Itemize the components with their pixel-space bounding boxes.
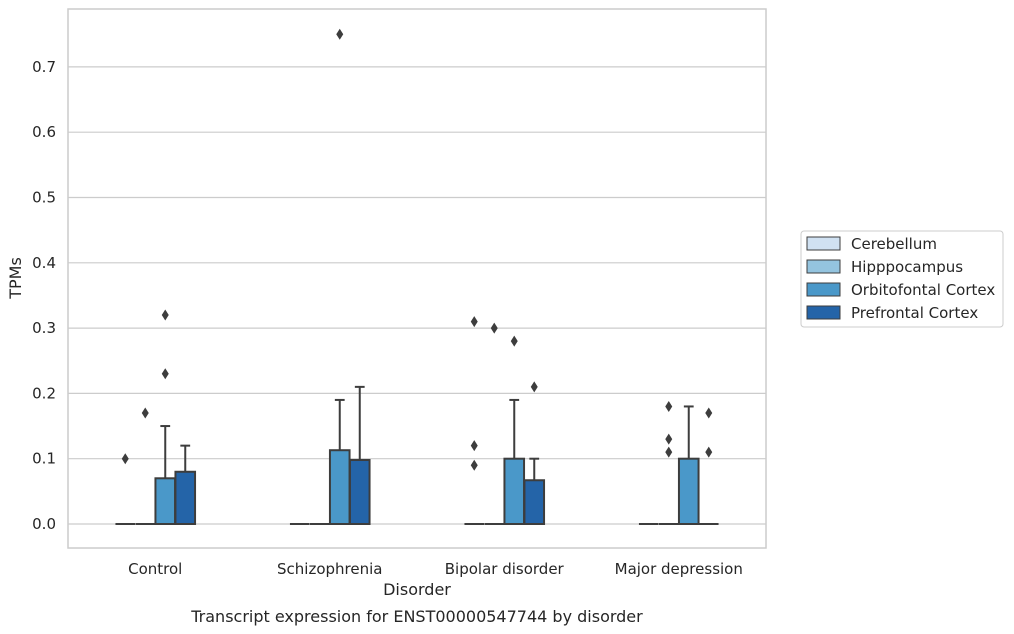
y-tick-label: 0.1 (32, 450, 56, 468)
outlier-point (470, 459, 478, 471)
box-prefrontal-cortex (523, 381, 546, 525)
legend: Cerebellum Hipppocampus Orbitofontal Corte… (800, 230, 1004, 328)
outlier-point (705, 446, 713, 458)
legend-swatch (806, 305, 841, 320)
legend-swatch (806, 259, 841, 274)
box-orbitofontal-cortex (503, 335, 526, 526)
box-orbitofontal-cortex (328, 28, 351, 525)
legend-item: Orbitofontal Cortex (806, 281, 995, 299)
box-prefrontal-cortex (174, 444, 197, 526)
outlier-point (470, 316, 478, 328)
outlier-point (470, 440, 478, 452)
outlier-point (141, 407, 149, 419)
legend-frame (800, 230, 1004, 328)
box-hipppocampus (135, 407, 156, 525)
legend-item: Hipppocampus (806, 258, 963, 276)
box (328, 449, 351, 525)
plot-frame (67, 8, 767, 549)
y-tick-label: 0.7 (32, 58, 56, 76)
y-tick-label: 0.3 (32, 319, 56, 337)
y-tick-label: 0.6 (32, 123, 56, 141)
y-axis-title: TPMs (6, 257, 25, 300)
outlier-point (705, 407, 713, 419)
legend-label: Prefrontal Cortex (851, 304, 978, 322)
legend-label: Cerebellum (851, 235, 937, 253)
box (677, 457, 700, 526)
x-tick-label: Bipolar disorder (445, 560, 565, 578)
y-tick-label: 0.2 (32, 384, 56, 402)
x-tick-labels: Control Schizophrenia Bipolar disorder Majo… (128, 560, 743, 578)
box-prefrontal-cortex (698, 407, 719, 525)
legend-label: Hipppocampus (851, 258, 963, 276)
y-tick-label: 0.0 (32, 515, 56, 533)
box (154, 477, 177, 526)
outlier-point (665, 400, 673, 412)
box-cerebellum (464, 316, 485, 525)
box-prefrontal-cortex (348, 385, 371, 526)
gridlines (68, 66, 766, 525)
chart-caption: Transcript expression for ENST0000054774… (190, 607, 643, 626)
y-tick-label: 0.5 (32, 189, 56, 207)
x-tick-label: Major depression (615, 560, 743, 578)
outlier-point (665, 446, 673, 458)
box-hipppocampus (484, 322, 505, 525)
box (503, 457, 526, 526)
outlier-point (336, 28, 344, 40)
x-tick-label: Control (128, 560, 182, 578)
outlier-point (665, 433, 673, 445)
legend-swatch (806, 282, 841, 297)
box-cerebellum (115, 453, 136, 525)
outlier-point (161, 309, 169, 321)
y-tick-labels: 0.0 0.1 0.2 0.3 0.4 0.5 0.6 0.7 (32, 58, 56, 533)
legend-item: Cerebellum (806, 235, 937, 253)
box (348, 459, 371, 526)
x-axis-title: Disorder (383, 580, 451, 599)
box-hipppocampus (658, 400, 679, 525)
boxes (115, 28, 719, 526)
y-tick-label: 0.4 (32, 254, 56, 272)
outlier-point (161, 368, 169, 380)
box-orbitofontal-cortex (677, 405, 700, 526)
legend-item: Prefrontal Cortex (806, 304, 978, 322)
box (174, 470, 197, 526)
outlier-point (121, 453, 129, 465)
box (523, 479, 546, 525)
legend-label: Orbitofontal Cortex (851, 281, 995, 299)
legend-items: Cerebellum Hipppocampus Orbitofontal Corte… (806, 235, 995, 322)
legend-swatch (806, 236, 841, 251)
box-orbitofontal-cortex (154, 309, 177, 526)
x-tick-label: Schizophrenia (277, 560, 382, 578)
outlier-point (510, 335, 518, 347)
outlier-point (530, 381, 538, 393)
outlier-point (490, 322, 498, 334)
